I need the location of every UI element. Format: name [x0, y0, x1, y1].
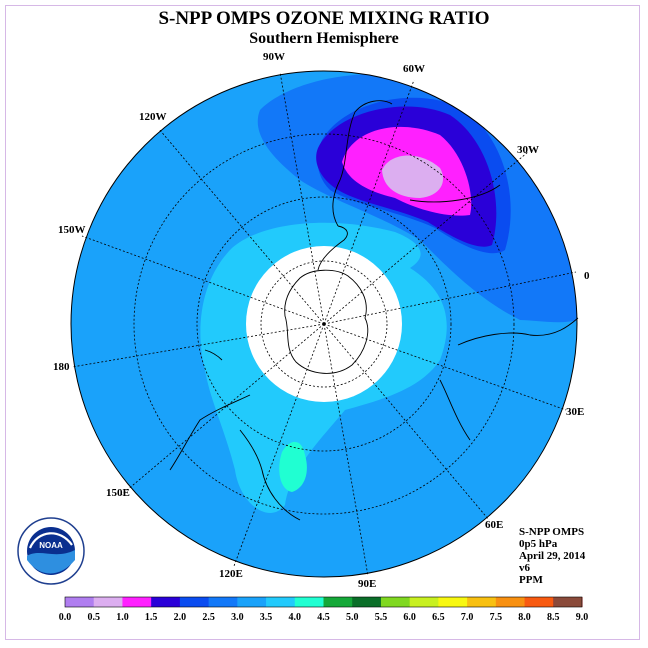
colorbar-border	[64, 596, 583, 608]
map-boundary	[70, 70, 578, 578]
ozone-contour-4-0	[279, 441, 307, 492]
colorbar-segment	[438, 597, 468, 607]
colorbar-segment	[208, 597, 238, 607]
colorbar-tick-label: 3.0	[231, 612, 244, 623]
coastlines	[169, 100, 579, 521]
colorbar-segment	[237, 597, 267, 607]
colorbar-segment	[524, 597, 554, 607]
info-date: April 29, 2014	[519, 550, 586, 562]
lon-label-120w: 120W	[139, 111, 167, 123]
colorbar-segment	[266, 597, 296, 607]
colorbar-tick-label: 6.0	[403, 612, 416, 623]
lon-label-60e: 60E	[485, 519, 503, 531]
colorbar-tick-label: 2.0	[174, 612, 187, 623]
colorbar-tick-label: 3.5	[260, 612, 273, 623]
graticule	[71, 71, 577, 577]
colorbar-tick-label: 5.5	[375, 612, 388, 623]
colorbar-tick-label: 0.0	[59, 612, 72, 623]
colorbar-tick-label: 9.0	[576, 612, 589, 623]
colorbar-segment	[553, 597, 582, 607]
colorbar-segment	[122, 597, 152, 607]
colorbar-segment	[93, 597, 123, 607]
info-pressure: 0p5 hPa	[519, 538, 558, 550]
info-version: v6	[519, 562, 530, 574]
lon-label-150e: 150E	[106, 487, 130, 499]
lon-label-30w: 30W	[517, 144, 539, 156]
info-units: PPM	[519, 574, 543, 586]
colorbar-segment	[467, 597, 497, 607]
colorbar-tick-label: 7.0	[461, 612, 474, 623]
info-block: S-NPP OMPS 0p5 hPa April 29, 2014 v6 PPM	[519, 526, 585, 586]
colorbar-segment	[294, 597, 324, 607]
map-subtitle: Southern Hemisphere	[249, 30, 399, 47]
lon-label-30e: 30E	[566, 406, 584, 418]
lon-label-150w: 150W	[58, 224, 86, 236]
colorbar-tick-label: 4.0	[289, 612, 302, 623]
colorbar: 0.0 0.5 1.0 1.5 2.0 2.5 3.0 3.5 4.0 4.5 5.0 5.5 6.0 6…	[59, 596, 589, 623]
colorbar-segment	[380, 597, 411, 607]
figure-frame	[5, 5, 640, 640]
colorbar-tick-label: 1.0	[116, 612, 129, 623]
noaa-logo-text: NOAA	[39, 541, 63, 550]
colorbar-tick-label: 8.5	[547, 612, 560, 623]
colorbar-segment	[151, 597, 181, 607]
colorbar-tick-label: 7.5	[490, 612, 503, 623]
lon-label-60w: 60W	[403, 63, 425, 75]
info-instrument: S-NPP OMPS	[519, 526, 585, 538]
colorbar-tick-label: 1.5	[145, 612, 158, 623]
colorbar-tick-label: 6.5	[432, 612, 445, 623]
colorbar-segment	[65, 597, 95, 607]
lon-label-90e: 90E	[358, 578, 376, 590]
colorbar-tick-label: 2.5	[202, 612, 215, 623]
colorbar-tick-label: 8.0	[518, 612, 531, 623]
colorbar-segment	[323, 597, 353, 607]
lon-label-0: 0	[584, 270, 590, 282]
lon-label-90w: 90W	[263, 51, 285, 63]
colorbar-segment	[409, 597, 439, 607]
colorbar-tick-label: 0.5	[87, 612, 100, 623]
colorbar-segment	[352, 597, 382, 607]
noaa-logo: NOAA	[17, 517, 85, 585]
lon-label-180: 180	[53, 361, 70, 373]
map-title: S-NPP OMPS OZONE MIXING RATIO	[158, 8, 490, 29]
ozone-contour-0-5	[382, 155, 444, 198]
colorbar-segment	[179, 597, 210, 607]
colorbar-tick-label: 5.0	[346, 612, 359, 623]
colorbar-tick-label: 4.5	[317, 612, 330, 623]
colorbar-segment	[495, 597, 526, 607]
lon-label-120e: 120E	[219, 568, 243, 580]
